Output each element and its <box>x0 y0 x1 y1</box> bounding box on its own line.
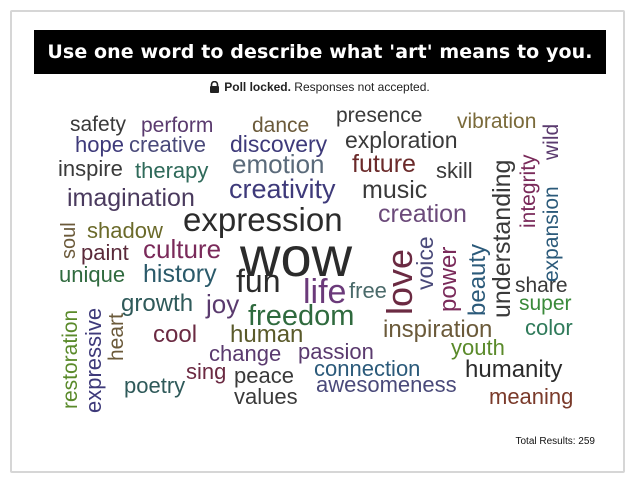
word-change: change <box>209 341 282 366</box>
word-meaning: meaning <box>489 384 574 409</box>
word-super: super <box>519 292 572 315</box>
word-expression: expression <box>183 201 343 238</box>
word-inspire: inspire <box>58 156 123 181</box>
poll-question-title: Use one word to describe what 'art' mean… <box>34 30 606 74</box>
word-safety: safety <box>70 113 127 136</box>
poll-status: Poll locked. Responses not accepted. <box>0 80 639 94</box>
word-skill: skill <box>436 158 473 183</box>
word-poetry: poetry <box>124 373 186 398</box>
word-fun: fun <box>236 263 281 299</box>
word-beauty: beauty <box>464 243 491 316</box>
word-vibration: vibration <box>457 110 537 133</box>
word-integrity: integrity <box>517 154 540 228</box>
word-shadow: shadow <box>87 218 163 243</box>
word-wow: wow <box>240 225 353 288</box>
word-expansion: expansion <box>540 186 563 282</box>
word-human: human <box>230 321 304 348</box>
word-color: color <box>525 315 573 340</box>
word-free: free <box>349 278 387 303</box>
word-humanity: humanity <box>465 356 563 383</box>
word-history: history <box>143 260 217 288</box>
word-wild: wild <box>540 123 563 160</box>
word-freedom: freedom <box>248 300 355 332</box>
poll-locked-label: Poll locked. <box>224 80 291 94</box>
word-cool: cool <box>153 321 198 348</box>
word-paint: paint <box>81 240 129 265</box>
word-exploration: exploration <box>345 127 458 153</box>
word-youth: youth <box>451 335 505 360</box>
word-understanding: understanding <box>488 159 516 318</box>
word-unique: unique <box>59 262 126 287</box>
word-soul: soul <box>58 222 80 259</box>
word-voice: voice <box>412 236 438 290</box>
word-emotion: emotion <box>232 149 325 179</box>
lock-icon <box>210 80 220 93</box>
word-life: life <box>303 273 347 311</box>
word-restoration: restoration <box>59 309 82 409</box>
word-sing: sing <box>186 359 227 384</box>
word-music: music <box>362 176 428 204</box>
word-values: values <box>234 384 298 409</box>
word-connection: connection <box>314 356 421 381</box>
word-culture: culture <box>143 234 222 264</box>
word-imagination: imagination <box>67 184 195 212</box>
word-discovery: discovery <box>230 131 328 157</box>
word-joy: joy <box>206 289 240 319</box>
word-therapy: therapy <box>135 158 209 183</box>
word-passion: passion <box>298 339 374 364</box>
word-peace: peace <box>234 363 294 388</box>
word-dance: dance <box>252 114 310 137</box>
word-awesomeness: awesomeness <box>316 372 457 397</box>
total-results: Total Results: 259 <box>515 436 596 447</box>
word-creative: creative <box>129 132 207 157</box>
word-growth: growth <box>121 290 194 317</box>
word-future: future <box>352 150 416 178</box>
word-inspiration: inspiration <box>383 316 493 343</box>
word-creativity: creativity <box>229 174 336 204</box>
poll-status-message: Responses not accepted. <box>294 80 430 94</box>
word-heart: heart <box>105 313 128 361</box>
word-creation: creation <box>378 200 467 228</box>
word-share: share <box>515 274 568 297</box>
word-perform: perform <box>141 114 214 137</box>
word-power: power <box>435 246 462 312</box>
word-hope: hope <box>75 132 124 157</box>
word-presence: presence <box>336 104 423 127</box>
poll-results-frame <box>10 10 625 473</box>
word-expressive: expressive <box>81 307 106 413</box>
